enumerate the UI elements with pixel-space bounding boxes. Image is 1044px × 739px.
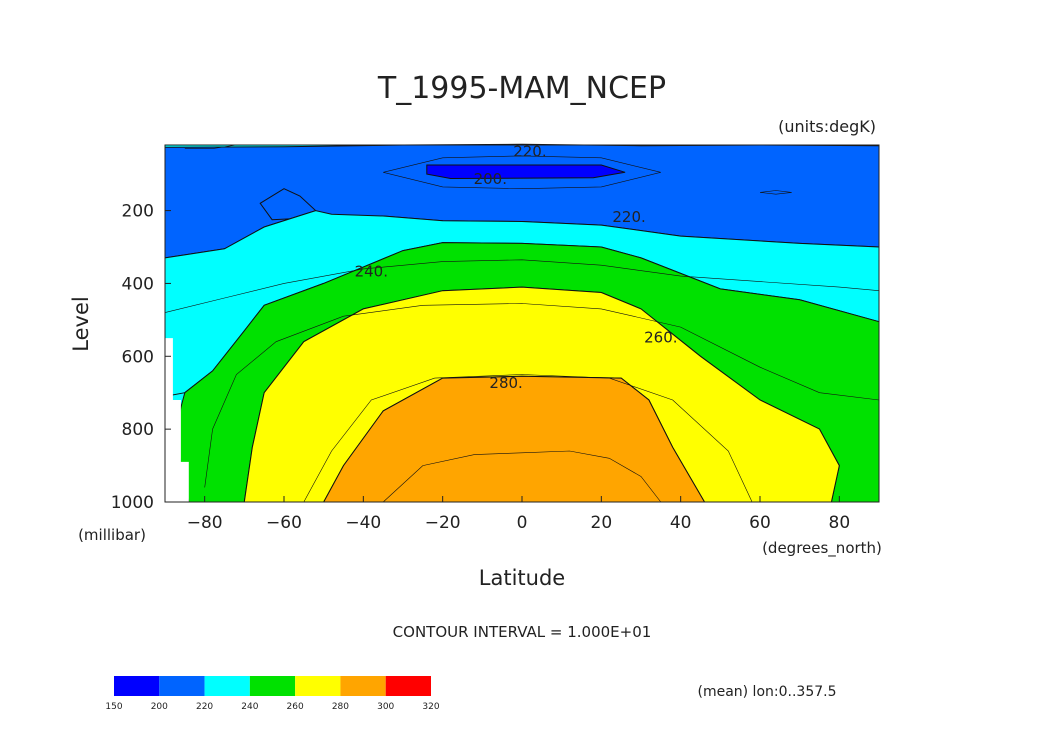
x-tick-label: −40 — [345, 513, 381, 533]
isoline-6 — [382, 450, 662, 503]
colorbar-swatch — [204, 676, 250, 696]
x-tick-label: 20 — [591, 513, 613, 533]
isoline-1 — [383, 155, 661, 190]
isoline-2 — [759, 190, 792, 195]
chart-title: T_1995-MAM_NCEP — [377, 71, 666, 106]
mean-longitude-note: (mean) lon:0..357.5 — [697, 684, 836, 700]
isoline-3 — [164, 259, 880, 313]
y-tick-label: 1000 — [111, 493, 154, 513]
x-tick-label: 80 — [829, 513, 851, 533]
fill-t280-300 — [322, 375, 706, 503]
x-tick-label: 60 — [749, 513, 771, 533]
fill-t-below-200 — [426, 164, 626, 180]
contour-lines — [164, 144, 880, 503]
contour-label: 220. — [612, 208, 645, 226]
y-units-label: (millibar) — [78, 526, 146, 544]
x-tick-label: 40 — [670, 513, 692, 533]
colorbar-swatch — [249, 676, 296, 696]
x-ticks: −80 −60 −40 −20 0 20 40 60 80 — [187, 496, 850, 533]
x-axis-label: Latitude — [479, 566, 565, 590]
contour-label: 220. — [513, 142, 546, 160]
x-units-label: (degrees_north) — [762, 539, 882, 558]
colorbar-swatch — [159, 676, 205, 696]
x-tick-label: −20 — [425, 513, 461, 533]
y-ticks: 200 400 600 800 1000 — [111, 202, 171, 513]
contour-labels: 220. 200. 220. 240. 260. 280. — [355, 142, 678, 391]
colorbar-level-label: 150 — [105, 702, 122, 712]
y-tick-label: 200 — [122, 202, 154, 222]
y-tick-label: 400 — [122, 274, 154, 294]
colorbar-level-label: 200 — [151, 702, 168, 712]
isoline-0 — [184, 144, 237, 149]
colorbar-swatch — [385, 676, 431, 696]
fill-missing-data — [165, 338, 189, 502]
contour-label: 260. — [644, 328, 677, 346]
colorbar-level-label: 220 — [196, 702, 213, 712]
colorbar-level-label: 240 — [241, 702, 258, 712]
colorbar-level-label: 280 — [332, 702, 349, 712]
contour-label: 200. — [474, 170, 507, 188]
x-tick-label: −80 — [187, 513, 223, 533]
colorbar-swatch — [340, 676, 386, 696]
x-tick-label: −60 — [266, 513, 302, 533]
contour-fills — [164, 143, 880, 503]
colorbar-swatch — [114, 676, 160, 696]
x-tick-label: 0 — [517, 513, 528, 533]
isoline-4 — [204, 303, 880, 488]
colorbar-swatch — [295, 676, 341, 696]
y-tick-label: 600 — [122, 347, 154, 367]
colorbar-level-label: 320 — [422, 702, 439, 712]
y-axis-label: Level — [69, 296, 93, 351]
colorbar-level-label: 300 — [377, 702, 394, 712]
contour-label: 280. — [489, 374, 522, 392]
colorbar: 150 200 220 240 260 280 300 320 — [105, 676, 440, 712]
y-tick-label: 800 — [122, 420, 154, 440]
units-label: (units:degK) — [778, 117, 876, 136]
isoline-5 — [303, 374, 753, 503]
colorbar-level-label: 260 — [287, 702, 304, 712]
contour-label: 240. — [355, 263, 388, 281]
contour-interval-note: CONTOUR INTERVAL = 1.000E+01 — [393, 623, 652, 641]
